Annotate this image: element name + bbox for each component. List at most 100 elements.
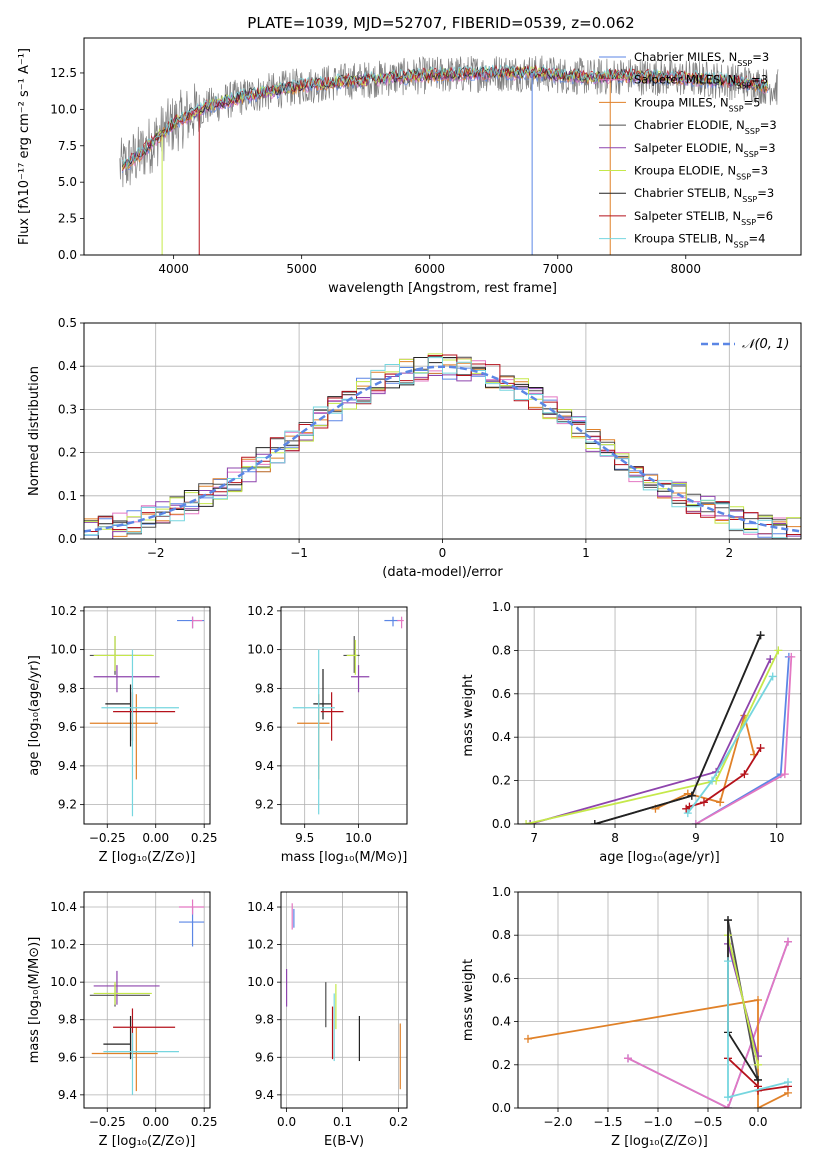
y-tick-label: 10.2 [50, 938, 77, 952]
legend-entry: Chabrier STELIB, NSSP=3 [634, 186, 774, 204]
y-tick-label: 9.2 [255, 798, 274, 812]
errorbar-point [93, 970, 160, 1005]
plus-marker [716, 798, 725, 807]
chart-mass_vs_ebv: 0.0 0.1 0.2 9.4 9.6 9.8 10.0 10.2 10.4 E(B-V) [247, 891, 408, 1149]
x-tick-label: −2 [147, 546, 165, 560]
y-tick-label: 0.2 [58, 446, 77, 460]
errorbar-point [343, 636, 360, 673]
plot-area [281, 607, 407, 824]
x-tick-label: 6000 [414, 262, 445, 276]
plot-area [84, 892, 210, 1108]
chart-mass_weight_vs_Z: −2.0 −1.5 −1.0 −0.5 0.0 0.0 0.2 0.4 0.6 0.8 1.0 Z [… [461, 885, 802, 1149]
y-tick-label: 9.6 [58, 1050, 77, 1064]
errorbar-point [105, 684, 132, 747]
axes-frame [83, 37, 802, 256]
plus-marker [784, 1078, 792, 1087]
y-tick-label: 0.0 [492, 1101, 511, 1115]
y-axis-label: Normed distribution [27, 366, 42, 496]
y-tick-label: 9.6 [58, 720, 77, 734]
y-tick-label: 10.2 [50, 604, 77, 618]
y-tick-label: 0.4 [492, 1015, 511, 1029]
x-tick-label: 0 [439, 546, 447, 560]
plus-marker [524, 1034, 532, 1043]
x-tick-label: −1 [290, 546, 308, 560]
y-tick-label: 0.8 [492, 928, 511, 942]
x-tick-label: 8 [611, 831, 619, 845]
y-tick-label: 12.5 [50, 66, 77, 80]
x-tick-label: 8000 [670, 262, 701, 276]
errorbar-point [91, 1027, 158, 1092]
plus-marker [724, 957, 732, 966]
y-tick-label: 10.2 [247, 604, 274, 618]
x-tick-label: 7000 [542, 262, 573, 276]
legend-entry: Salpeter ELODIE, NSSP=3 [634, 141, 776, 159]
x-tick-label: 1 [582, 546, 590, 560]
plus-marker [774, 646, 783, 655]
plot-area [84, 607, 210, 824]
y-tick-label: 10.0 [247, 643, 274, 657]
errorbar-point [113, 692, 176, 741]
y-tick-label: 7.5 [58, 139, 77, 153]
errorbar-point [397, 616, 404, 629]
x-tick-label: −1.5 [593, 1115, 622, 1129]
residual-histogram-series [84, 367, 801, 539]
plot-area [84, 323, 801, 539]
plus-marker [740, 770, 749, 779]
errorbar-point [101, 649, 179, 817]
errorbar-point [103, 1032, 179, 1095]
plot-area [518, 607, 801, 824]
plus-marker [526, 820, 535, 824]
x-tick-label: 0.0 [748, 1115, 767, 1129]
y-axis-label: mass [log₁₀(M/M⊙)] [27, 937, 42, 1064]
figure-title: PLATE=1039, MJD=52707, FIBERID=0539, z=0… [247, 14, 634, 32]
y-tick-label: 9.4 [255, 759, 274, 773]
legend-entry: Chabrier MILES, NSSP=3 [634, 50, 769, 68]
errorbar-point [93, 982, 152, 1005]
legend-entry: 𝒩(0, 1) [742, 337, 789, 352]
y-tick-label: 0.2 [492, 1058, 511, 1072]
y-tick-label: 10.2 [247, 938, 274, 952]
plot-area [119, 55, 779, 255]
x-axis-label: wavelength [Angstrom, rest frame] [328, 281, 557, 296]
y-axis-label: mass weight [461, 959, 476, 1041]
x-axis-label: Z [log₁₀(Z/Z⊙)] [99, 1134, 196, 1149]
y-tick-label: 0.4 [58, 359, 77, 373]
y-tick-label: 10.0 [50, 643, 77, 657]
x-tick-label: −0.5 [693, 1115, 722, 1129]
errorbar-point [113, 1008, 176, 1054]
chart-age_vs_Z: −0.25 0.00 0.25 9.2 9.4 9.6 9.8 10.0 10.2 Z [log₁… [27, 604, 218, 865]
x-tick-label: 9 [692, 831, 700, 845]
errorbar-point [346, 639, 358, 675]
y-tick-label: 1.0 [492, 885, 511, 899]
axes-frame [280, 606, 408, 825]
model-fit-line [122, 66, 769, 171]
legend-entry: Kroupa ELODIE, NSSP=3 [634, 164, 768, 182]
plus-marker [724, 1093, 732, 1102]
x-tick-label: 4000 [158, 262, 189, 276]
plus-marker [754, 996, 762, 1004]
y-tick-label: 9.8 [255, 1013, 274, 1027]
chart-mass_weight_vs_age: 7 8 9 10 0.0 0.2 0.4 0.6 0.8 1.0 age [log₁₀(age/yr… [461, 600, 802, 865]
y-tick-label: 0.0 [58, 248, 77, 262]
model-fit-line [122, 64, 769, 168]
x-tick-label: 5000 [286, 262, 317, 276]
plus-marker [624, 1054, 632, 1063]
errorbar-point [191, 616, 203, 629]
errorbar-point [89, 694, 158, 780]
mass-weight-series [727, 934, 759, 1066]
chart-residual_hist: −2 −1 0 1 2 0.0 0.1 0.2 0.3 0.4 0.5 (data-model)/er… [27, 316, 802, 580]
y-tick-label: 10.4 [247, 900, 274, 914]
y-tick-label: 0.4 [492, 730, 511, 744]
plus-marker [784, 937, 792, 946]
errorbar-point [351, 665, 370, 693]
plus-marker [724, 916, 732, 925]
y-axis-label: Flux [fλ10⁻¹⁷ erg cm⁻² s⁻¹ A⁻¹] [17, 48, 32, 245]
plus-marker [708, 776, 717, 785]
errorbar-point [297, 694, 330, 780]
axes-frame [280, 891, 408, 1109]
model-fit-line [122, 65, 769, 168]
errorbar-point [89, 984, 150, 1007]
y-tick-label: 9.4 [58, 759, 77, 773]
x-tick-label: 0.25 [191, 831, 218, 845]
